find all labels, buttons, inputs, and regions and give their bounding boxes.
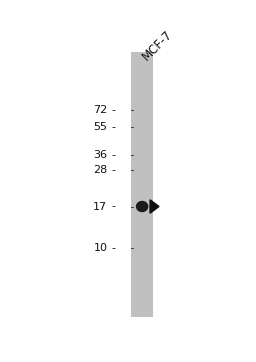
Text: -: - xyxy=(111,165,115,175)
Bar xyxy=(131,52,153,317)
Text: -: - xyxy=(111,122,115,132)
Text: 55: 55 xyxy=(93,122,108,132)
Text: MCF-7: MCF-7 xyxy=(140,28,175,63)
Ellipse shape xyxy=(136,202,148,211)
Text: 72: 72 xyxy=(93,105,108,115)
Text: 17: 17 xyxy=(93,202,108,211)
Polygon shape xyxy=(150,200,159,213)
Text: -: - xyxy=(111,202,115,211)
Text: 28: 28 xyxy=(93,165,108,175)
Text: 10: 10 xyxy=(93,243,108,253)
Text: -: - xyxy=(111,150,115,160)
Text: 36: 36 xyxy=(93,150,108,160)
Text: -: - xyxy=(111,105,115,115)
Text: -: - xyxy=(111,243,115,253)
